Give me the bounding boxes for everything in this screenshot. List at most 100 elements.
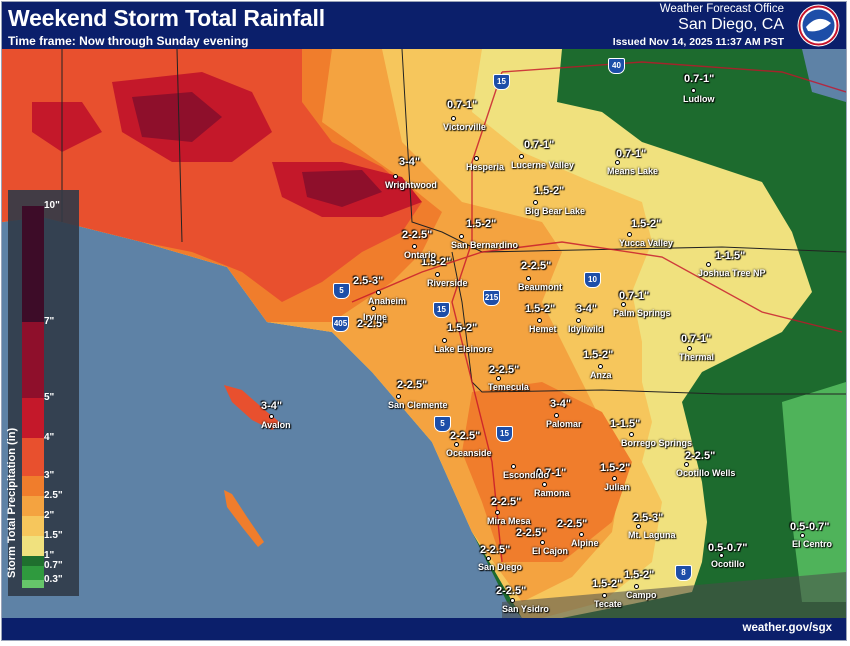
city-marker bbox=[435, 272, 440, 277]
office-label: Weather Forecast Office bbox=[659, 3, 784, 15]
catalina-island bbox=[224, 385, 282, 430]
city-marker bbox=[634, 584, 639, 589]
city-marker bbox=[533, 200, 538, 205]
interstate-shield-icon: 15 bbox=[496, 426, 513, 442]
city-label: Thermal bbox=[679, 352, 715, 362]
city-label: Ramona bbox=[534, 488, 570, 498]
city-marker bbox=[684, 462, 689, 467]
footer-bar: weather.gov/sgx bbox=[2, 618, 846, 640]
rainfall-amount-label: 1.5-2" bbox=[421, 256, 452, 268]
rainfall-amount-label: 0.7-1" bbox=[616, 148, 647, 160]
office-city: San Diego, CA bbox=[678, 16, 784, 33]
city-marker bbox=[496, 376, 501, 381]
rainfall-amount-label: 1-1.5" bbox=[715, 250, 746, 262]
city-label: Lucerne Valley bbox=[511, 160, 575, 170]
rainfall-amount-label: 2-2.5" bbox=[557, 518, 588, 530]
legend-tick: 0.3" bbox=[44, 574, 63, 585]
zone-4-5-c bbox=[32, 102, 102, 152]
timeframe-label: Time frame: Now through Sunday evening bbox=[8, 34, 249, 48]
rainfall-amount-label: 2.5-3" bbox=[353, 275, 384, 287]
header-bar: Weekend Storm Total Rainfall Time frame:… bbox=[2, 2, 846, 49]
city-label: Wrightwood bbox=[385, 180, 437, 190]
city-marker bbox=[706, 262, 711, 267]
legend-bin bbox=[22, 536, 44, 556]
legend-tick: 1" bbox=[44, 550, 55, 561]
city-label: Mira Mesa bbox=[487, 516, 531, 526]
city-marker bbox=[800, 533, 805, 538]
rainfall-amount-label: 1.5-2" bbox=[466, 218, 497, 230]
rainfall-amount-label: 1.5-2" bbox=[534, 185, 565, 197]
legend-bin bbox=[22, 322, 44, 398]
city-marker bbox=[393, 174, 398, 179]
city-marker bbox=[687, 346, 692, 351]
rainfall-amount-label: 3-4" bbox=[576, 303, 598, 315]
rainfall-amount-label: 2-2.5" bbox=[450, 430, 481, 442]
legend-bin bbox=[22, 580, 44, 588]
city-marker bbox=[495, 510, 500, 515]
mexico-region bbox=[502, 572, 846, 618]
rainfall-amount-label: 1-1.5" bbox=[610, 418, 641, 430]
website-link[interactable]: weather.gov/sgx bbox=[742, 622, 832, 634]
interstate-shield-icon: 5 bbox=[434, 416, 451, 432]
precipitation-legend: Storm Total Precipitation (in) 10" 7" 5" 4"… bbox=[6, 190, 79, 596]
rainfall-amount-label: 2-2.5" bbox=[496, 585, 527, 597]
interstate-shield-icon: 10 bbox=[584, 272, 601, 288]
legend-tick: 7" bbox=[44, 316, 55, 327]
city-label: Hemet bbox=[529, 324, 557, 334]
city-marker bbox=[451, 116, 456, 121]
city-label: El Centro bbox=[792, 539, 833, 549]
legend-bin bbox=[22, 516, 44, 536]
city-marker bbox=[474, 156, 479, 161]
city-label: Oceanside bbox=[446, 448, 492, 458]
zone-5-7-b bbox=[302, 170, 382, 207]
city-label: Palomar bbox=[546, 419, 582, 429]
city-label: San Bernardino bbox=[451, 240, 519, 250]
city-marker bbox=[554, 413, 559, 418]
rainfall-amount-label: 2-2.5" bbox=[685, 450, 716, 462]
rainfall-amount-label: 1.5-2" bbox=[583, 349, 614, 361]
city-marker bbox=[396, 394, 401, 399]
city-label: Means Lake bbox=[607, 166, 659, 176]
city-label: San Clemente bbox=[388, 400, 448, 410]
city-label: Riverside bbox=[427, 278, 468, 288]
city-marker bbox=[371, 306, 376, 311]
city-label: Ludlow bbox=[683, 94, 715, 104]
interstate-shield-icon: 5 bbox=[333, 283, 350, 299]
rainfall-amount-label: 3-4" bbox=[550, 398, 572, 410]
rainfall-amount-label: 2-2.5" bbox=[521, 260, 552, 272]
city-marker bbox=[612, 476, 617, 481]
rainfall-amount-label: 3-4" bbox=[261, 400, 283, 412]
legend-tick: 0.7" bbox=[44, 560, 63, 571]
city-label: Yucca Valley bbox=[619, 238, 674, 248]
map-title: Weekend Storm Total Rainfall bbox=[8, 5, 325, 31]
city-label: Idyllwild bbox=[568, 324, 604, 334]
city-label: Escondido bbox=[503, 470, 550, 480]
city-marker bbox=[510, 598, 515, 603]
legend-bin bbox=[22, 438, 44, 476]
legend-bin bbox=[22, 206, 44, 322]
legend-bin bbox=[22, 496, 44, 516]
city-marker bbox=[519, 154, 524, 159]
city-label: Lake Elsinore bbox=[434, 344, 493, 354]
rainfall-amount-label: 0.7-1" bbox=[681, 333, 712, 345]
city-label: Alpine bbox=[571, 538, 599, 548]
city-marker bbox=[442, 338, 447, 343]
city-marker bbox=[412, 244, 417, 249]
city-marker bbox=[691, 88, 696, 93]
rainfall-amount-label: 2-2.5" bbox=[480, 544, 511, 556]
rainfall-amount-label: 0.7-1" bbox=[447, 99, 478, 111]
rainfall-amount-label: 2-2.5" bbox=[397, 379, 428, 391]
interstate-shield-icon: 40 bbox=[608, 58, 625, 74]
county-lines bbox=[61, 48, 846, 395]
city-marker bbox=[602, 593, 607, 598]
city-label: Hesperia bbox=[466, 162, 505, 172]
legend-bin bbox=[22, 398, 44, 438]
legend-bin bbox=[22, 556, 44, 566]
legend-title: Storm Total Precipitation (in) bbox=[6, 427, 18, 578]
rainfall-amount-label: 0.5-0.7" bbox=[790, 521, 830, 533]
rainfall-amount-label: 0.7-1" bbox=[536, 467, 567, 479]
legend-tick: 2.5" bbox=[44, 490, 63, 501]
legend-tick: 10" bbox=[44, 200, 60, 211]
city-label: Borrego Springs bbox=[621, 438, 693, 448]
